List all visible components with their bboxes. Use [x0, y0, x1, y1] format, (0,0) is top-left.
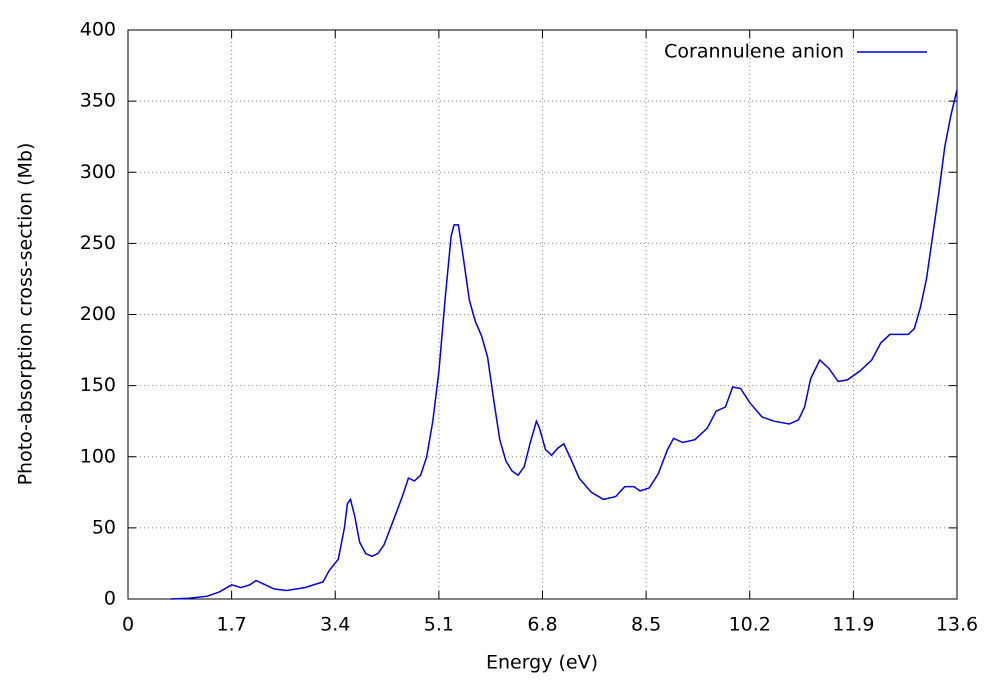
x-tick-label: 13.6 [936, 614, 978, 636]
y-tick-label: 250 [80, 232, 116, 254]
x-tick-label: 6.8 [527, 614, 557, 636]
y-tick-label: 300 [80, 161, 116, 183]
x-tick-label: 8.5 [631, 614, 661, 636]
y-axis-label: Photo-absorption cross-section (Mb) [15, 143, 37, 486]
x-tick-label: 0 [122, 614, 134, 636]
y-tick-label: 200 [80, 303, 116, 325]
y-tick-label: 50 [92, 516, 116, 538]
x-tick-label: 1.7 [217, 614, 247, 636]
y-tick-label: 350 [80, 90, 116, 112]
y-tick-label: 400 [80, 19, 116, 41]
y-tick-label: 150 [80, 374, 116, 396]
x-tick-label: 3.4 [320, 614, 350, 636]
y-tick-label: 100 [80, 445, 116, 467]
data-line [170, 89, 958, 600]
x-tick-label: 10.2 [729, 614, 771, 636]
legend-label: Corannulene anion [664, 41, 844, 63]
x-tick-label: 5.1 [424, 614, 454, 636]
x-tick-label: 11.9 [832, 614, 874, 636]
x-axis-label: Energy (eV) [486, 652, 598, 674]
y-tick-label: 0 [104, 588, 116, 610]
